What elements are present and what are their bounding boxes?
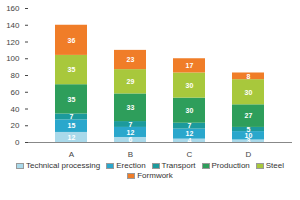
html-text:Erection: Erection bbox=[116, 161, 146, 170]
html-text:Formwork: Formwork bbox=[137, 171, 173, 180]
svg-text:7: 7 bbox=[70, 113, 74, 120]
svg-text:12: 12 bbox=[186, 130, 194, 137]
svg-text:20: 20 bbox=[11, 121, 20, 130]
svg-text:4: 4 bbox=[188, 137, 192, 144]
svg-text:12: 12 bbox=[127, 129, 135, 136]
svg-text:23: 23 bbox=[127, 56, 135, 63]
svg-text:30: 30 bbox=[186, 107, 194, 114]
svg-text:80: 80 bbox=[11, 71, 20, 80]
html-text:Technical processing: Technical processing bbox=[26, 161, 101, 170]
html-text:Transport: Transport bbox=[161, 161, 196, 170]
svg-text:8: 8 bbox=[247, 73, 251, 80]
svg-text:140: 140 bbox=[6, 21, 20, 30]
svg-text:7: 7 bbox=[188, 122, 192, 129]
svg-text:10: 10 bbox=[245, 132, 253, 139]
svg-text:30: 30 bbox=[245, 88, 253, 95]
svg-text:6: 6 bbox=[128, 136, 133, 144]
html-text:Production: Production bbox=[211, 161, 250, 170]
svg-text:12: 12 bbox=[68, 134, 76, 141]
svg-text:7: 7 bbox=[129, 121, 133, 128]
svg-text:0: 0 bbox=[15, 138, 20, 147]
svg-text:36: 36 bbox=[68, 37, 76, 44]
svg-text:35: 35 bbox=[68, 96, 76, 103]
svg-text:120: 120 bbox=[6, 38, 20, 47]
svg-text:40: 40 bbox=[11, 105, 20, 114]
svg-text:C: C bbox=[187, 150, 193, 159]
svg-text:30: 30 bbox=[186, 82, 194, 89]
svg-text:33: 33 bbox=[127, 104, 135, 111]
svg-text:3: 3 bbox=[246, 137, 251, 145]
svg-text:17: 17 bbox=[186, 62, 194, 69]
svg-text:29: 29 bbox=[127, 78, 135, 85]
svg-text:100: 100 bbox=[6, 54, 20, 63]
svg-text:15: 15 bbox=[68, 122, 76, 129]
svg-text:D: D bbox=[246, 150, 252, 159]
svg-text:35: 35 bbox=[68, 66, 76, 73]
svg-text:160: 160 bbox=[6, 4, 20, 13]
svg-text:60: 60 bbox=[11, 88, 20, 97]
svg-text:A: A bbox=[69, 150, 75, 159]
svg-text:5: 5 bbox=[247, 126, 251, 133]
svg-text:B: B bbox=[128, 150, 133, 159]
svg-text:27: 27 bbox=[245, 112, 253, 119]
html-text:Steel: Steel bbox=[265, 161, 284, 170]
